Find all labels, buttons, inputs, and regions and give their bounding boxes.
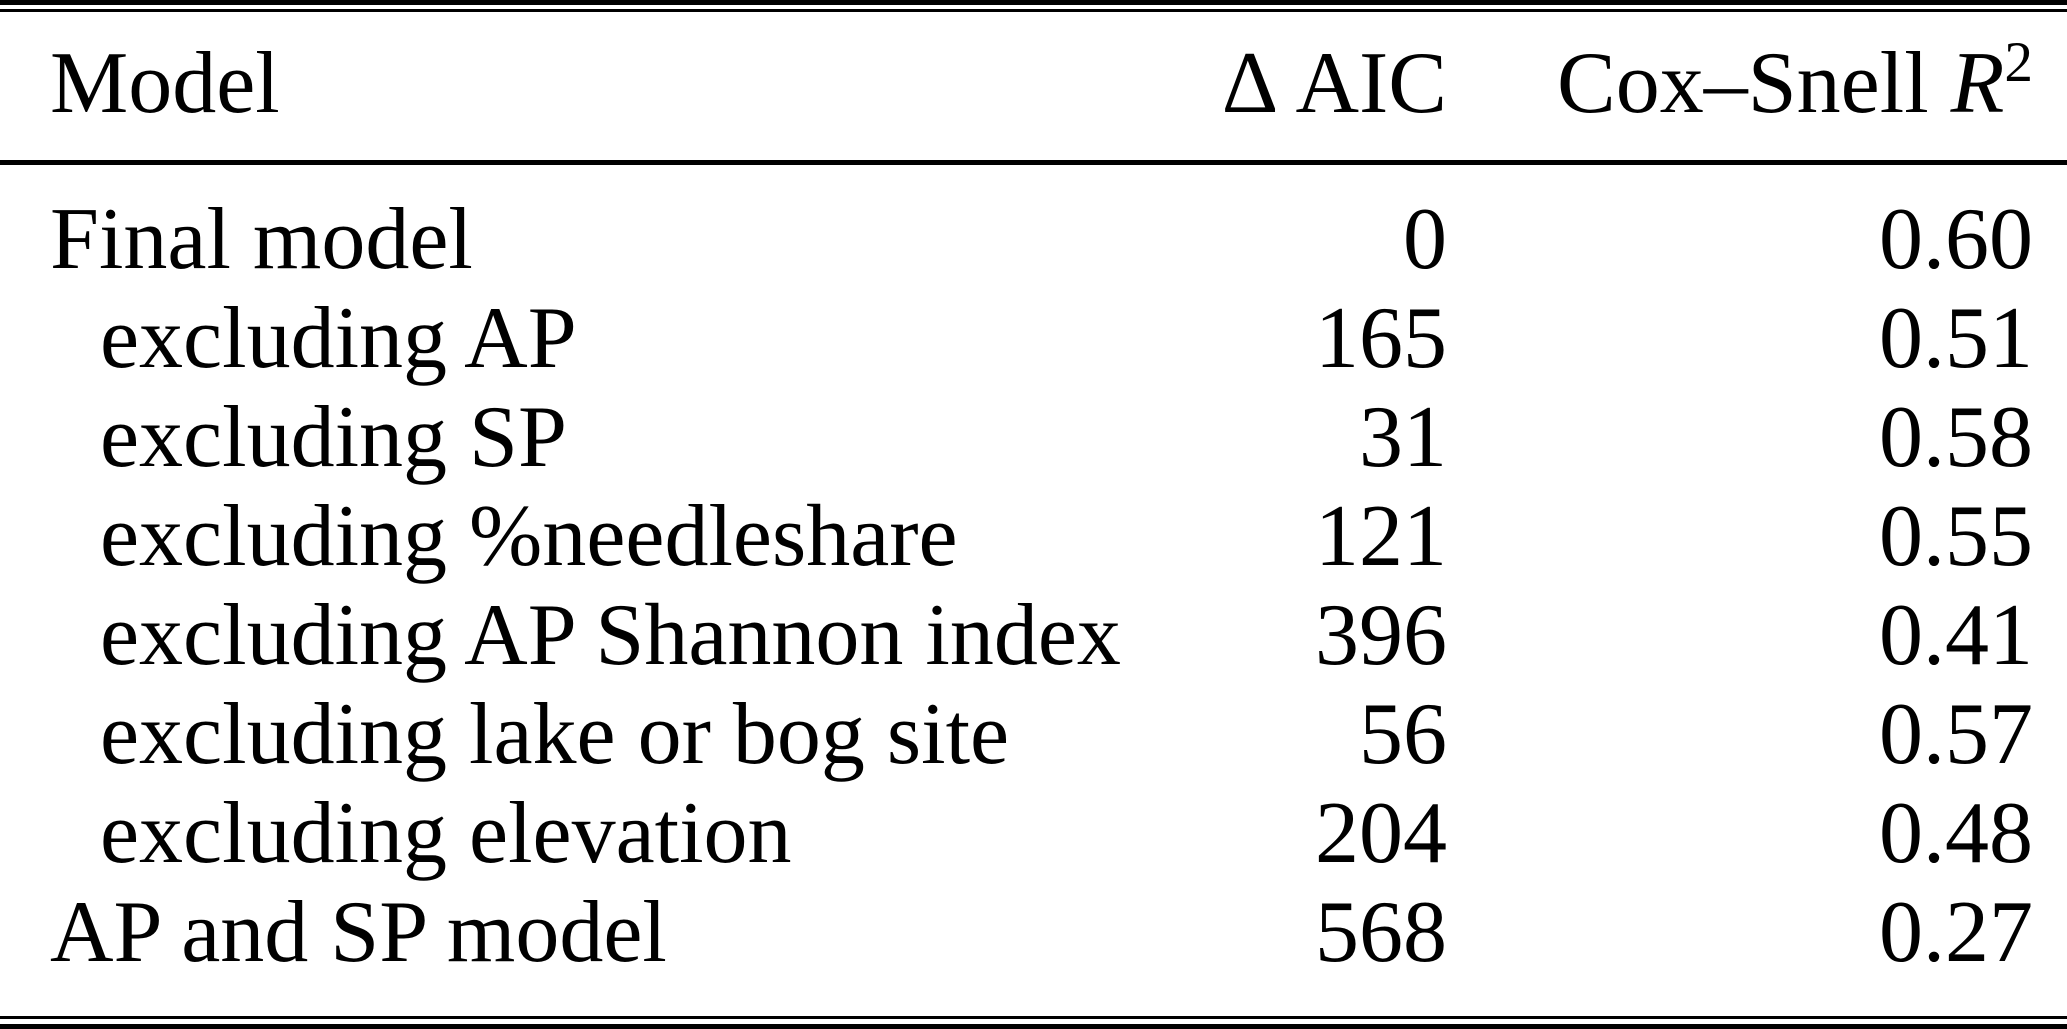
- delta-aic-cell: 396: [1315, 587, 1447, 684]
- r-symbol: R: [1950, 35, 2005, 132]
- column-header-delta-aic: Δ AIC: [1221, 35, 1447, 132]
- cox-snell-r2-cell: 0.51: [1879, 290, 2033, 387]
- delta-aic-cell: 568: [1315, 884, 1447, 981]
- model-cell: excluding SP: [100, 389, 567, 486]
- model-cell: excluding AP: [100, 290, 577, 387]
- cox-snell-r2-cell: 0.27: [1879, 884, 2033, 981]
- table-row: excluding AP Shannon index 396 0.41: [0, 586, 2067, 685]
- delta-aic-cell: 204: [1315, 785, 1447, 882]
- table-row: AP and SP model 568 0.27: [0, 883, 2067, 982]
- header-separator-rule: [0, 160, 2067, 165]
- cox-snell-r2-cell: 0.55: [1879, 488, 2033, 585]
- table-row: excluding AP 165 0.51: [0, 289, 2067, 388]
- cox-snell-r2-cell: 0.58: [1879, 389, 2033, 486]
- table-row: excluding %needleshare 121 0.55: [0, 487, 2067, 586]
- delta-aic-cell: 165: [1315, 290, 1447, 387]
- bottom-rule-thick: [0, 1024, 2067, 1029]
- model-cell: excluding elevation: [100, 785, 792, 882]
- model-cell: AP and SP model: [50, 884, 667, 981]
- top-rule-thick: [0, 0, 2067, 5]
- table-row: Final model 0 0.60: [0, 190, 2067, 289]
- bottom-rule-thin: [0, 1016, 2067, 1019]
- cox-snell-r2-cell: 0.48: [1879, 785, 2033, 882]
- table-row: excluding elevation 204 0.48: [0, 784, 2067, 883]
- table-row: excluding lake or bog site 56 0.57: [0, 685, 2067, 784]
- cox-snell-label: Cox–Snell: [1557, 35, 1951, 132]
- delta-aic-cell: 56: [1359, 686, 1447, 783]
- cox-snell-r2-cell: 0.57: [1879, 686, 2033, 783]
- column-header-cox-snell-r2: Cox–Snell R2: [1447, 20, 2067, 148]
- model-cell: Final model: [50, 191, 473, 288]
- delta-aic-cell: 0: [1403, 191, 1447, 288]
- delta-aic-cell: 121: [1315, 488, 1447, 585]
- model-cell: excluding lake or bog site: [100, 686, 1010, 783]
- model-cell: excluding AP Shannon index: [100, 587, 1121, 684]
- table-row: excluding SP 31 0.58: [0, 388, 2067, 487]
- table-body: Final model 0 0.60 excluding AP 165 0.51…: [0, 190, 2067, 982]
- table-header-row: Model Δ AIC Cox–Snell R2: [0, 20, 2067, 148]
- column-header-model: Model: [50, 35, 280, 132]
- top-rule-thin: [0, 9, 2067, 12]
- cox-snell-r2-cell: 0.41: [1879, 587, 2033, 684]
- delta-aic-cell: 31: [1359, 389, 1447, 486]
- cox-snell-r2-cell: 0.60: [1879, 191, 2033, 288]
- r-superscript: 2: [2004, 30, 2033, 94]
- model-cell: excluding %needleshare: [100, 488, 958, 585]
